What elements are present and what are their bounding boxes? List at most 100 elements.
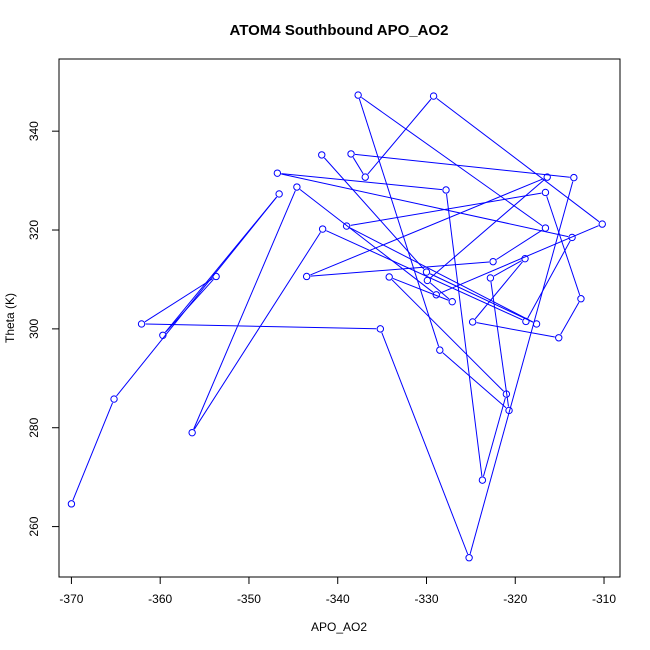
series-segment — [391, 279, 504, 392]
series-segment — [436, 98, 600, 223]
series-segment — [429, 273, 534, 323]
series-segment — [324, 157, 425, 270]
series-points — [67, 91, 606, 562]
series-segment — [474, 261, 523, 320]
x-tick-label: -360 — [148, 592, 172, 606]
series-segment — [483, 397, 506, 477]
data-point — [273, 169, 282, 177]
x-axis-label: APO_AO2 — [311, 620, 367, 634]
data-point — [555, 334, 563, 342]
data-point — [541, 224, 550, 232]
data-point — [478, 476, 487, 484]
series-segment — [145, 323, 377, 330]
data-point — [385, 273, 393, 281]
data-point — [505, 406, 513, 415]
series-segment — [496, 229, 543, 260]
y-tick-label: 300 — [27, 319, 41, 339]
series-segment — [144, 278, 214, 323]
series-segment — [352, 157, 364, 174]
series-segment — [310, 178, 544, 276]
series-segment — [281, 173, 569, 238]
data-point — [541, 188, 550, 197]
data-point — [110, 395, 118, 403]
data-point — [502, 390, 511, 398]
x-tick-label: -350 — [237, 592, 261, 606]
data-point — [448, 297, 456, 306]
series-segment — [354, 153, 570, 178]
data-point — [159, 331, 167, 339]
series-segment — [546, 196, 581, 296]
data-point — [302, 272, 311, 281]
series-segment — [165, 279, 214, 333]
series-segment — [442, 352, 507, 409]
series-segment — [490, 281, 509, 407]
data-point — [354, 91, 362, 99]
y-tick-label: 260 — [27, 516, 41, 536]
series-segment — [165, 196, 277, 333]
data-point — [489, 257, 497, 266]
series-segment — [361, 96, 543, 227]
data-point — [442, 186, 450, 194]
x-tick-label: -370 — [59, 592, 83, 606]
series-segment — [310, 261, 490, 277]
series-segment — [381, 332, 469, 555]
data-point — [318, 225, 327, 233]
data-point — [543, 173, 551, 181]
series-segment — [349, 227, 534, 323]
data-point — [347, 150, 355, 158]
series-segment — [430, 282, 450, 300]
data-point — [212, 272, 220, 281]
data-point — [568, 233, 576, 242]
data-point — [342, 222, 351, 230]
series-segment — [193, 232, 321, 430]
series-lines — [72, 96, 600, 555]
data-point — [137, 320, 146, 328]
series-segment — [281, 173, 443, 191]
series-segment — [439, 225, 599, 294]
data-point — [422, 268, 431, 276]
y-tick-label: 280 — [27, 417, 41, 437]
data-point — [598, 220, 606, 228]
series-segment — [193, 190, 296, 430]
data-point — [570, 173, 578, 182]
data-point — [486, 274, 495, 282]
data-point — [423, 276, 432, 285]
data-point — [188, 428, 196, 437]
series-segment — [299, 189, 434, 293]
data-point — [318, 151, 326, 159]
data-point — [293, 183, 301, 191]
series-segment — [72, 402, 113, 501]
data-point — [468, 318, 477, 326]
x-tick-label: -340 — [326, 592, 350, 606]
data-point — [465, 554, 473, 562]
x-tick-label: -320 — [503, 592, 527, 606]
y-axis: 260 280 300 320 340 — [27, 121, 60, 537]
data-point — [436, 346, 444, 354]
x-axis: -370 -360 -350 -340 -330 -320 -310 — [59, 576, 616, 606]
data-point — [522, 317, 530, 326]
data-point — [275, 190, 283, 198]
data-point — [361, 173, 369, 181]
series-segment — [350, 192, 542, 226]
data-point — [521, 254, 529, 263]
series-segment — [446, 193, 483, 477]
x-tick-label: -330 — [414, 592, 438, 606]
data-point — [376, 325, 385, 333]
series-segment — [367, 98, 432, 175]
chart-title: ATOM4 Southbound APO_AO2 — [230, 22, 449, 39]
data-point — [432, 291, 440, 299]
x-tick-label: -310 — [592, 592, 616, 606]
series-segment — [358, 98, 440, 347]
data-point — [577, 295, 585, 303]
data-point — [67, 500, 76, 508]
y-tick-label: 340 — [27, 121, 41, 141]
series-segment — [527, 240, 571, 319]
series-segment — [493, 260, 522, 277]
data-point — [429, 92, 438, 100]
data-point — [532, 320, 541, 328]
y-axis-label: Theta (K) — [3, 293, 17, 343]
series-segment — [476, 322, 555, 338]
series-segment — [560, 301, 580, 335]
series-segment — [326, 230, 523, 321]
